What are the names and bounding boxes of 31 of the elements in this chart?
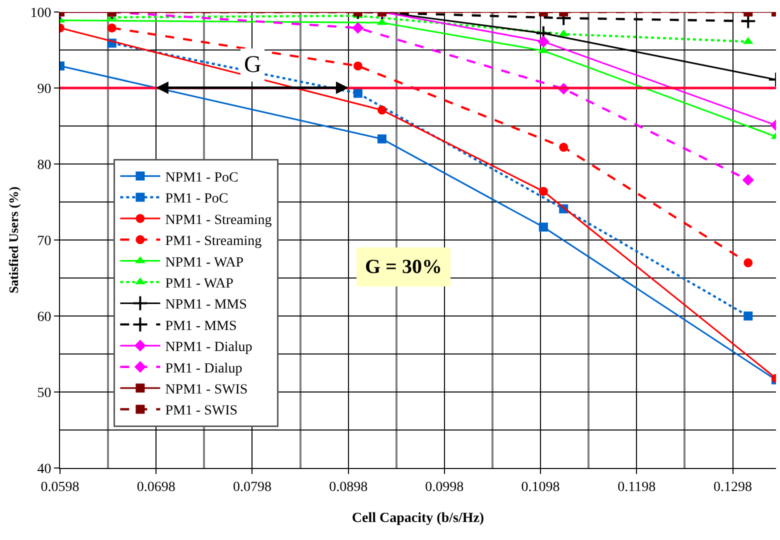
- y-tick-label: 70: [37, 234, 52, 249]
- x-tick-label: 0.0898: [329, 480, 368, 495]
- y-tick-label: 80: [37, 158, 52, 173]
- legend-label: PM1 - WAP: [165, 276, 234, 292]
- x-tick-label: 0.0598: [40, 480, 80, 495]
- legend-label: PM1 - PoC: [165, 192, 228, 207]
- annotation: G: [244, 52, 262, 78]
- legend-label: NPM1 - SWIS: [165, 382, 248, 398]
- legend-label: NPM1 - WAP: [165, 255, 244, 270]
- y-tick-label: 40: [37, 462, 52, 477]
- legend-label: NPM1 - PoC: [165, 170, 238, 186]
- x-tick-label: 0.0798: [232, 480, 272, 495]
- y-tick-label: 50: [37, 386, 52, 401]
- annotation: G = 30%: [365, 256, 442, 278]
- y-tick-label: 100: [30, 6, 52, 21]
- x-tick-label: 0.0698: [136, 480, 176, 495]
- y-tick-label: 90: [37, 82, 52, 97]
- legend-label: PM1 - Dialup: [165, 361, 242, 376]
- x-tick-label: 0.1198: [618, 480, 656, 495]
- legend-label: NPM1 - MMS: [165, 298, 247, 313]
- legend-label: PM1 - Streaming: [165, 234, 262, 250]
- legend-label: PM1 - SWIS: [165, 404, 238, 419]
- x-tick-label: 0.1298: [714, 480, 752, 495]
- y-axis-title: Satisfied Users (%): [6, 186, 22, 294]
- legend-label: NPM1 - Dialup: [165, 340, 252, 356]
- legend-label: PM1 - MMS: [165, 318, 237, 334]
- legend-label: NPM1 - Streaming: [165, 212, 272, 228]
- x-tick-label: 0.1098: [521, 480, 560, 495]
- y-tick-label: 60: [37, 310, 52, 325]
- x-axis-title: Cell Capacity (b/s/Hz): [352, 511, 484, 526]
- x-tick-label: 0.0998: [425, 480, 464, 495]
